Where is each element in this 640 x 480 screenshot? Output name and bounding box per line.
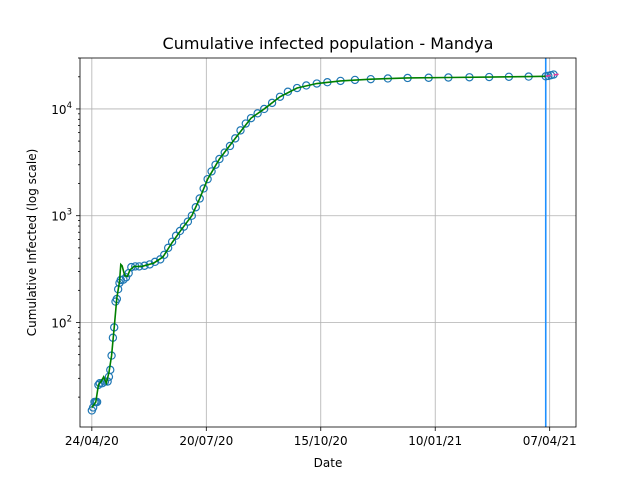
observed-point	[246, 113, 256, 123]
observed-point	[183, 217, 193, 226]
observed-point	[195, 194, 204, 203]
y-tick-label: 102	[51, 314, 72, 330]
observed-point	[231, 134, 240, 143]
observed-point	[241, 119, 250, 128]
x-axis-label: Date	[314, 456, 343, 470]
observed-point	[259, 104, 269, 114]
x-tick-label: 10/01/21	[408, 434, 462, 448]
observed-point	[121, 273, 131, 282]
x-tick-label: 15/10/20	[294, 434, 348, 448]
series-layer	[87, 58, 562, 427]
observed-point	[236, 126, 245, 135]
x-tick-label: 07/04/21	[523, 434, 577, 448]
observed-point	[163, 243, 173, 253]
observed-point	[215, 154, 224, 164]
y-axis-label: Cumulative Infected (log scale)	[25, 149, 39, 337]
observed-point	[207, 167, 216, 176]
observed-point	[253, 109, 262, 118]
observed-point	[211, 160, 220, 169]
grid-layer	[80, 58, 576, 427]
observed-point	[220, 148, 229, 157]
observed-point	[275, 92, 285, 101]
observed-point	[150, 257, 160, 267]
observed-point	[191, 203, 200, 212]
x-tick-label: 24/04/20	[65, 434, 119, 448]
observed-point	[267, 98, 277, 108]
observed-point	[167, 237, 177, 246]
chart-title: Cumulative infected population - Mandya	[163, 34, 494, 53]
observed-point	[187, 211, 197, 220]
x-tick-label: 20/07/20	[179, 434, 233, 448]
observed-series	[87, 70, 558, 415]
observed-point	[203, 174, 212, 184]
observed-point	[160, 250, 169, 260]
forecast-line	[545, 73, 562, 78]
observed-point	[95, 379, 104, 388]
y-tick-label: 103	[51, 208, 72, 224]
y-tick-label: 104	[51, 101, 72, 117]
plot-frame	[79, 57, 577, 428]
observed-point	[199, 184, 208, 193]
fit-line	[91, 75, 546, 408]
tick-layer: 24/04/20 20/07/20 15/10/20 10/01/21 07/04/21…	[51, 57, 577, 448]
observed-point	[225, 141, 235, 151]
